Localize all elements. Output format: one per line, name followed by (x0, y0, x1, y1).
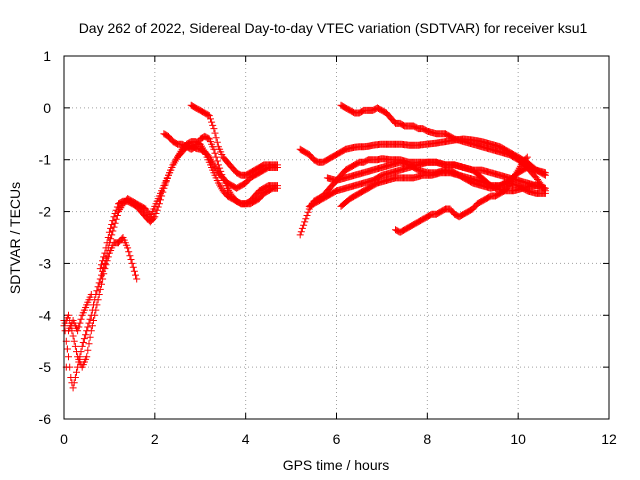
plus-markers (60, 141, 281, 392)
x-tick-label: 0 (60, 431, 68, 447)
x-tick-label: 6 (333, 431, 341, 447)
plus-markers (60, 234, 141, 371)
x-tick-label: 10 (510, 431, 526, 447)
data-series (160, 130, 281, 208)
data-series (187, 101, 281, 179)
data-series (60, 234, 141, 371)
y-tick-label: -6 (39, 411, 52, 427)
plus-markers (337, 169, 545, 210)
y-tick-label: -3 (39, 255, 52, 271)
data-series (392, 153, 531, 236)
x-tick-label: 2 (151, 431, 159, 447)
x-tick-label: 4 (242, 431, 250, 447)
data-points (60, 101, 549, 392)
grid-lines (64, 56, 609, 419)
chart-title: Day 262 of 2022, Sidereal Day-to-day VTE… (79, 20, 588, 36)
y-tick-label: -4 (39, 307, 52, 323)
x-tick-label: 12 (601, 431, 617, 447)
plus-markers (160, 130, 281, 208)
plus-markers (187, 101, 281, 179)
y-tick-label: -1 (39, 152, 52, 168)
y-tick-label: 0 (43, 100, 51, 116)
tick-labels: 0 2 4 6 8 10 12 -6 -5 -4 -3 -2 -1 0 1 (39, 48, 617, 447)
data-series (296, 155, 549, 239)
plot-frame (63, 55, 610, 420)
y-tick-label: -2 (39, 204, 52, 220)
plus-markers (392, 153, 531, 236)
data-series (337, 169, 545, 210)
y-axis-label: SDTVAR / TECUs (7, 182, 23, 294)
plus-markers (296, 155, 549, 239)
y-tick-label: -5 (39, 359, 52, 375)
y-tick-label: 1 (43, 48, 51, 64)
x-axis-label: GPS time / hours (283, 457, 390, 473)
plus-markers (62, 291, 95, 371)
x-tick-label: 8 (423, 431, 431, 447)
data-series (62, 291, 95, 371)
data-series (60, 141, 281, 392)
